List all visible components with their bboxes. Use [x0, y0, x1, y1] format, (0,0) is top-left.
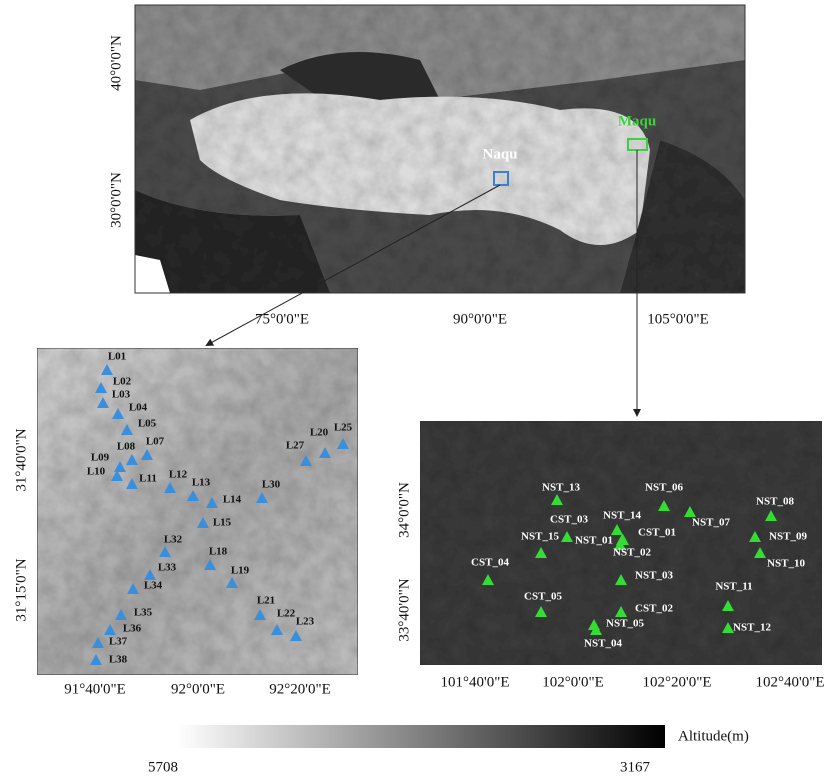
station-label: L33: [158, 562, 177, 574]
station-label: L27: [286, 440, 305, 452]
station-label: L32: [164, 534, 183, 546]
station-label: CST_02: [635, 603, 673, 615]
y-label: 31°15'0"N: [13, 558, 29, 621]
y-label: 34°0'0"N: [396, 482, 412, 538]
station-label: NST_03: [635, 570, 673, 582]
region-label: Maqu: [618, 113, 656, 129]
station-label: L15: [213, 517, 232, 529]
station-label: NST_05: [606, 618, 644, 630]
x-label: 75°0'0"E: [255, 311, 309, 327]
station-label: L03: [112, 389, 131, 401]
station-label: L04: [129, 402, 148, 414]
station-label: L21: [257, 595, 275, 607]
station-label: L20: [310, 427, 329, 439]
station-label: NST_10: [767, 558, 805, 570]
station-label: L34: [144, 580, 163, 592]
station-label: CST_05: [524, 591, 562, 603]
station-label: L02: [113, 376, 132, 388]
station-label: L05: [138, 418, 157, 430]
station-label: NST_01: [575, 535, 613, 547]
station-label: L07: [146, 436, 165, 448]
colorbar-title: Altitude(m): [678, 728, 749, 744]
station-label: L08: [117, 441, 136, 453]
station-label: NST_11: [715, 581, 752, 593]
station-label: L36: [123, 623, 142, 635]
station-label: L23: [296, 616, 315, 628]
station-label: CST_03: [550, 514, 588, 526]
station-label: L38: [109, 654, 128, 666]
station-label: CST_04: [471, 557, 509, 569]
station-label: L12: [169, 469, 188, 481]
overview-map: [135, 5, 745, 293]
y-label: 30°0'0"N: [108, 172, 124, 228]
y-label: 31°40'0"N: [13, 428, 29, 491]
station-label: NST_15: [521, 531, 559, 543]
x-label: 102°40'0"E: [756, 674, 825, 690]
x-label: 92°20'0"E: [269, 681, 331, 697]
colorbar-label: 5708: [148, 759, 178, 775]
station-label: NST_02: [613, 547, 651, 559]
colorbar: [178, 725, 665, 748]
station-label: L09: [91, 452, 110, 464]
x-label: 91°40'0"E: [64, 681, 126, 697]
station-label: L18: [209, 546, 228, 558]
station-label: NST_13: [542, 482, 580, 494]
x-label: 90°0'0"E: [453, 311, 507, 327]
station-label: NST_04: [584, 638, 622, 650]
y-label: 33°40'0"N: [396, 578, 412, 641]
x-label: 92°0'0"E: [171, 681, 225, 697]
station-label: L30: [262, 479, 281, 491]
x-label: 105°0'0"E: [647, 311, 709, 327]
x-label: 101°40'0"E: [441, 674, 510, 690]
station-label: L25: [334, 422, 353, 434]
station-label: L14: [223, 494, 242, 506]
station-label: L22: [277, 608, 296, 620]
station-label: L35: [134, 607, 153, 619]
x-label: 102°20'0"E: [643, 674, 712, 690]
y-label: 40°0'0"N: [108, 35, 124, 91]
station-label: L19: [231, 565, 250, 577]
station-label: L10: [87, 466, 106, 478]
station-label: L13: [192, 477, 211, 489]
station-label: NST_06: [645, 482, 683, 494]
station-label: NST_08: [756, 496, 794, 508]
station-label: NST_12: [733, 622, 771, 634]
station-label: L37: [109, 636, 128, 648]
x-label: 102°0'0"E: [542, 674, 604, 690]
station-label: NST_07: [692, 517, 730, 529]
station-label: NST_14: [603, 510, 641, 522]
station-label: NST_09: [769, 531, 807, 543]
station-label: CST_01: [638, 527, 676, 539]
colorbar-label: 3167: [620, 759, 651, 775]
station-label: L01: [108, 351, 126, 363]
region-label: Naqu: [482, 146, 517, 162]
station-label: L11: [139, 473, 157, 485]
figure: 40°0'0"N 30°0'0"N 75°0'0"E 90°0'0"E 105°0'0"…: [0, 0, 828, 778]
